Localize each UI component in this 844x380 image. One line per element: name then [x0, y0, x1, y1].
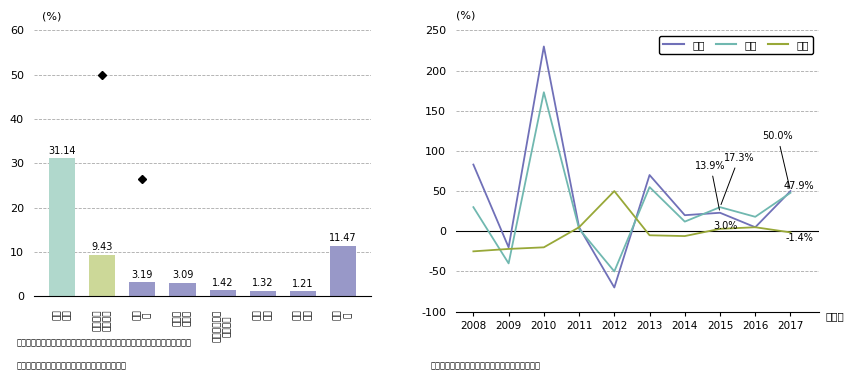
Bar [129, 282, 155, 296]
Text: 金属加
工機械: 金属加 工機械 [173, 310, 192, 326]
Text: その
他: その 他 [333, 310, 353, 320]
Text: -1.4%: -1.4% [785, 233, 813, 243]
Text: 9.43: 9.43 [92, 242, 113, 252]
Text: 31.14: 31.14 [48, 146, 76, 156]
Legend: 数量, 金額, 価格: 数量, 金額, 価格 [659, 36, 814, 54]
Text: 47.9%: 47.9% [783, 182, 814, 192]
Text: ポンプ及び遠
心分離機: ポンプ及び遠 心分離機 [213, 310, 232, 342]
Text: (%): (%) [456, 11, 475, 21]
Text: 1.32: 1.32 [252, 278, 273, 288]
Text: 資料：財務省「貴易統計」から経済産業省作成。: 資料：財務省「貴易統計」から経済産業省作成。 [430, 362, 540, 370]
Bar [49, 158, 75, 296]
Text: 3.0%: 3.0% [713, 221, 738, 231]
Bar [330, 245, 356, 296]
Text: 3.09: 3.09 [172, 271, 193, 280]
Text: 繊維
機械: 繊維 機械 [293, 310, 312, 320]
Text: 13.9%: 13.9% [695, 161, 726, 210]
Text: 3.19: 3.19 [132, 270, 153, 280]
Text: 1.42: 1.42 [212, 278, 234, 288]
Bar [289, 291, 316, 296]
Text: 備考：点は数量の前年比伸び率を表し、表示のないものは数量のデータなし。: 備考：点は数量の前年比伸び率を表し、表示のないものは数量のデータなし。 [17, 339, 192, 348]
Text: 17.3%: 17.3% [721, 152, 755, 204]
Text: 資料：財務省「貴易統計」から経済産業省作成。: 資料：財務省「貴易統計」から経済産業省作成。 [17, 362, 127, 370]
Bar [209, 290, 235, 296]
Text: 1.21: 1.21 [292, 279, 314, 289]
Bar [89, 255, 116, 296]
Text: 原動
機: 原動 機 [133, 310, 152, 320]
Text: 荷役
機械: 荷役 機械 [253, 310, 273, 320]
Text: 11.47: 11.47 [329, 233, 357, 243]
Text: 半導体等
製造装置: 半導体等 製造装置 [93, 310, 112, 331]
Bar [250, 291, 276, 296]
Text: 一般
機械: 一般 機械 [52, 310, 72, 320]
Bar [170, 283, 196, 296]
Text: 50.0%: 50.0% [762, 131, 793, 188]
Text: （年）: （年） [825, 312, 844, 321]
Text: (%): (%) [42, 11, 62, 22]
